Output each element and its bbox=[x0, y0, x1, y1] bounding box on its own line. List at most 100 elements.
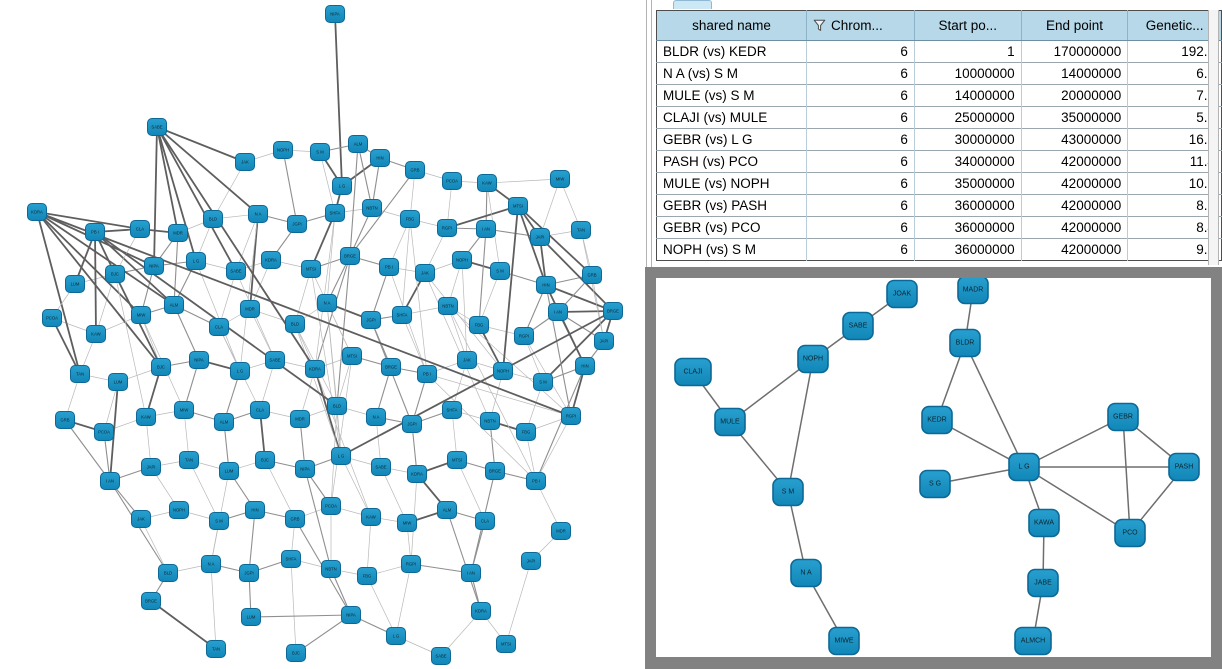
network-node[interactable]: NIPA bbox=[144, 257, 164, 275]
cell-value[interactable]: 42000000 bbox=[1020, 150, 1128, 173]
network-node[interactable]: SHFA bbox=[442, 401, 462, 419]
filtered-network-canvas[interactable]: JOAK MADR SABE NOPH BLDR CLAJI MULE KEDR GEBR L G… bbox=[656, 278, 1211, 657]
main-network-view[interactable]: NIPA L G SABE KDRA MTSI BRGE PB I JAK NOPH S M HIN… bbox=[0, 0, 645, 669]
network-edge[interactable] bbox=[36, 211, 142, 316]
network-edge[interactable] bbox=[95, 273, 116, 335]
network-node[interactable]: NIPA bbox=[341, 606, 361, 624]
network-node[interactable]: N A bbox=[317, 294, 337, 312]
table-tab[interactable] bbox=[673, 0, 712, 9]
network-node[interactable]: BRGE bbox=[141, 592, 161, 610]
network-edge[interactable] bbox=[156, 126, 179, 234]
cell-value[interactable]: 6 bbox=[805, 216, 915, 239]
network-edge[interactable] bbox=[426, 373, 572, 417]
network-node[interactable]: NOPH bbox=[797, 344, 829, 374]
network-node[interactable]: JOAK bbox=[886, 279, 918, 309]
network-edge[interactable] bbox=[156, 126, 237, 272]
network-node[interactable]: MDR bbox=[168, 224, 188, 242]
network-edge[interactable] bbox=[314, 368, 372, 518]
network-node[interactable]: MDR bbox=[240, 300, 260, 318]
network-node[interactable]: KAW bbox=[86, 325, 106, 343]
cell-value[interactable]: 5.9 bbox=[1127, 106, 1222, 129]
network-edge[interactable] bbox=[235, 213, 259, 272]
network-edge[interactable] bbox=[446, 205, 519, 229]
cell-value[interactable]: 14000000 bbox=[1020, 62, 1128, 85]
cell-value[interactable]: 35000000 bbox=[913, 172, 1022, 195]
network-node[interactable]: LUM bbox=[108, 373, 128, 391]
network-node[interactable]: RGPI bbox=[401, 555, 421, 573]
network-node[interactable]: JAPI bbox=[141, 458, 161, 476]
network-edge[interactable] bbox=[294, 323, 342, 457]
network-edge[interactable] bbox=[1023, 416, 1124, 468]
network-node[interactable]: JAK bbox=[415, 264, 435, 282]
network-edge[interactable] bbox=[156, 126, 246, 163]
network-node[interactable]: JAPI bbox=[521, 552, 541, 570]
network-node[interactable]: JAPI bbox=[530, 228, 550, 246]
cell-value[interactable]: 6 bbox=[805, 238, 915, 261]
network-node[interactable]: KDRA bbox=[407, 465, 427, 483]
network-node[interactable]: JAK bbox=[131, 510, 151, 528]
network-node[interactable]: SHFA bbox=[392, 306, 412, 324]
network-edge[interactable] bbox=[330, 355, 353, 507]
network-node[interactable]: PCOA bbox=[42, 309, 62, 327]
cell-shared-name[interactable]: NOPH (vs) S M bbox=[656, 238, 807, 261]
network-node[interactable]: I AN bbox=[461, 564, 481, 582]
network-node[interactable]: MIW bbox=[397, 514, 417, 532]
cell-value[interactable]: 35000000 bbox=[1020, 106, 1128, 129]
network-node[interactable]: CLA bbox=[130, 220, 150, 238]
network-node[interactable]: PCOA bbox=[94, 423, 114, 441]
network-node[interactable]: BLD bbox=[327, 397, 347, 415]
network-node[interactable]: JGPI bbox=[402, 415, 422, 433]
network-node[interactable]: BRGE bbox=[485, 462, 505, 480]
cell-value[interactable]: 6 bbox=[805, 40, 915, 63]
network-edge[interactable] bbox=[1122, 416, 1131, 534]
network-edge[interactable] bbox=[539, 178, 561, 238]
network-edge[interactable] bbox=[210, 563, 217, 650]
network-node[interactable]: N A bbox=[366, 408, 386, 426]
table-row[interactable]: GEBR (vs) L G 6 30000000 43000000 16.9 bbox=[656, 128, 1222, 151]
network-edge[interactable] bbox=[409, 218, 428, 375]
network-node[interactable]: LUM bbox=[241, 608, 261, 626]
network-node[interactable]: RGPI bbox=[437, 219, 457, 237]
network-edge[interactable] bbox=[366, 516, 372, 577]
network-node[interactable]: NBTN bbox=[438, 297, 458, 315]
cell-value[interactable]: 42000000 bbox=[1020, 194, 1128, 217]
cell-value[interactable]: 1 bbox=[913, 40, 1022, 63]
network-node[interactable]: NOPH bbox=[169, 501, 189, 519]
table-row[interactable]: GEBR (vs) PCO 6 36000000 42000000 8.4 bbox=[656, 216, 1222, 239]
cell-value[interactable]: 43000000 bbox=[1020, 128, 1128, 151]
network-node[interactable]: MTSI bbox=[342, 347, 362, 365]
network-edge[interactable] bbox=[1023, 466, 1131, 534]
cell-value[interactable]: 25000000 bbox=[913, 106, 1022, 129]
network-node[interactable]: BLD bbox=[285, 315, 305, 333]
network-node[interactable]: SABE bbox=[226, 262, 246, 280]
network-edge[interactable] bbox=[326, 302, 342, 457]
network-edge[interactable] bbox=[478, 228, 487, 326]
network-node[interactable]: BLDR bbox=[949, 328, 981, 358]
network-edge[interactable] bbox=[395, 563, 412, 637]
network-node[interactable]: BLD bbox=[158, 564, 178, 582]
network-edge[interactable] bbox=[340, 455, 372, 518]
network-node[interactable]: PCOA bbox=[442, 172, 462, 190]
network-edge[interactable] bbox=[36, 211, 141, 230]
network-node[interactable]: MTSI bbox=[447, 451, 467, 469]
network-edge[interactable] bbox=[310, 212, 336, 270]
column-header-end-point[interactable]: End point bbox=[1020, 10, 1128, 41]
cell-value[interactable]: 6 bbox=[805, 84, 915, 107]
network-node[interactable]: PB I bbox=[417, 365, 437, 383]
cell-value[interactable]: 6 bbox=[805, 172, 915, 195]
network-node[interactable]: FBG bbox=[357, 567, 377, 585]
network-node[interactable]: S M bbox=[533, 373, 553, 391]
network-node[interactable]: CLAJI bbox=[674, 357, 712, 387]
network-edge[interactable] bbox=[64, 419, 111, 482]
network-edge[interactable] bbox=[447, 305, 537, 482]
network-node[interactable]: L G bbox=[331, 447, 351, 465]
cell-value[interactable]: 36000000 bbox=[913, 238, 1022, 261]
network-node[interactable]: KAWA bbox=[1028, 508, 1060, 538]
network-edge[interactable] bbox=[153, 126, 158, 267]
network-edge[interactable] bbox=[250, 614, 352, 618]
cell-shared-name[interactable]: MULE (vs) S M bbox=[656, 84, 807, 107]
network-node[interactable]: S G bbox=[919, 469, 951, 499]
cell-value[interactable]: 42000000 bbox=[1020, 172, 1128, 195]
cell-shared-name[interactable]: MULE (vs) NOPH bbox=[656, 172, 807, 195]
cell-shared-name[interactable]: PASH (vs) PCO bbox=[656, 150, 807, 173]
